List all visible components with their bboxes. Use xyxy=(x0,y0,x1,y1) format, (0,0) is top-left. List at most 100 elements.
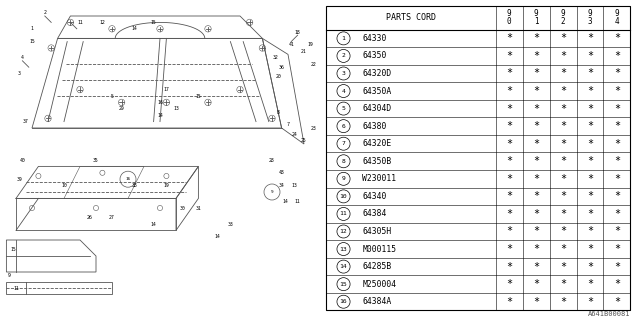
Text: *: * xyxy=(533,33,539,44)
Text: 15: 15 xyxy=(151,20,156,25)
Text: *: * xyxy=(587,86,593,96)
Text: W230011: W230011 xyxy=(362,174,396,183)
Text: 25: 25 xyxy=(301,138,307,143)
Text: *: * xyxy=(506,104,512,114)
Text: *: * xyxy=(533,244,539,254)
Text: *: * xyxy=(533,279,539,289)
Text: 14: 14 xyxy=(340,264,348,269)
Text: 13: 13 xyxy=(292,183,297,188)
Text: 7: 7 xyxy=(342,141,346,146)
Text: 16: 16 xyxy=(157,100,163,105)
Text: 15: 15 xyxy=(10,247,15,252)
Text: 64350B: 64350B xyxy=(362,157,392,166)
Text: 10: 10 xyxy=(340,194,348,199)
Text: 64384: 64384 xyxy=(362,209,387,219)
Text: 14: 14 xyxy=(215,234,220,239)
Text: 9: 9 xyxy=(342,176,346,181)
Text: *: * xyxy=(506,209,512,219)
Text: 64304D: 64304D xyxy=(362,104,392,113)
Text: 9
0: 9 0 xyxy=(507,10,511,27)
Text: PARTS CORD: PARTS CORD xyxy=(386,13,436,22)
Text: *: * xyxy=(560,209,566,219)
Text: *: * xyxy=(614,121,620,131)
Text: *: * xyxy=(506,297,512,307)
Text: 41: 41 xyxy=(289,42,294,47)
Text: *: * xyxy=(533,121,539,131)
Text: *: * xyxy=(533,262,539,272)
Text: *: * xyxy=(587,156,593,166)
Text: *: * xyxy=(533,156,539,166)
Text: 35: 35 xyxy=(93,157,99,163)
Text: 38: 38 xyxy=(132,183,137,188)
Text: 5: 5 xyxy=(111,93,113,99)
Text: 9: 9 xyxy=(8,273,11,278)
Text: 64340: 64340 xyxy=(362,192,387,201)
Text: *: * xyxy=(614,244,620,254)
Text: *: * xyxy=(506,51,512,61)
Text: *: * xyxy=(614,174,620,184)
Text: 36: 36 xyxy=(279,65,284,70)
Text: *: * xyxy=(560,279,566,289)
Text: 11: 11 xyxy=(340,212,348,216)
Text: 23: 23 xyxy=(311,125,316,131)
Text: *: * xyxy=(506,139,512,149)
Text: 19: 19 xyxy=(164,183,169,188)
Text: 15: 15 xyxy=(196,93,201,99)
Text: *: * xyxy=(614,297,620,307)
Text: 33: 33 xyxy=(228,221,233,227)
Text: *: * xyxy=(614,227,620,236)
Text: *: * xyxy=(506,156,512,166)
Text: 3: 3 xyxy=(18,71,20,76)
Text: 14: 14 xyxy=(282,199,287,204)
Text: 11: 11 xyxy=(13,285,19,291)
Text: 64350A: 64350A xyxy=(362,86,392,96)
Text: *: * xyxy=(533,297,539,307)
Text: 26: 26 xyxy=(87,215,92,220)
Text: *: * xyxy=(506,33,512,44)
Text: *: * xyxy=(587,104,593,114)
Text: *: * xyxy=(614,262,620,272)
Text: 5: 5 xyxy=(342,106,346,111)
Text: *: * xyxy=(533,68,539,78)
Text: *: * xyxy=(506,244,512,254)
Text: *: * xyxy=(614,33,620,44)
Text: *: * xyxy=(506,121,512,131)
Text: *: * xyxy=(533,51,539,61)
Text: 20: 20 xyxy=(276,74,281,79)
Text: *: * xyxy=(560,51,566,61)
Text: *: * xyxy=(533,227,539,236)
Text: *: * xyxy=(587,139,593,149)
Text: *: * xyxy=(614,51,620,61)
Text: *: * xyxy=(614,191,620,201)
Text: 16: 16 xyxy=(125,177,131,181)
Text: 27: 27 xyxy=(109,215,115,220)
Text: 30: 30 xyxy=(180,205,185,211)
Text: *: * xyxy=(506,68,512,78)
Text: *: * xyxy=(560,86,566,96)
Text: 28: 28 xyxy=(269,157,275,163)
Text: 22: 22 xyxy=(311,61,316,67)
Text: 9
4: 9 4 xyxy=(614,10,620,27)
Text: 2: 2 xyxy=(44,10,46,15)
Text: *: * xyxy=(614,68,620,78)
Text: *: * xyxy=(587,244,593,254)
Text: *: * xyxy=(560,227,566,236)
Text: 8: 8 xyxy=(342,159,346,164)
Text: 32: 32 xyxy=(273,55,278,60)
Text: *: * xyxy=(533,139,539,149)
Text: *: * xyxy=(506,262,512,272)
Text: *: * xyxy=(506,174,512,184)
Text: *: * xyxy=(533,174,539,184)
Text: *: * xyxy=(614,86,620,96)
Text: 29: 29 xyxy=(119,106,124,111)
Text: 10: 10 xyxy=(61,183,67,188)
Text: M000115: M000115 xyxy=(362,244,396,253)
Text: *: * xyxy=(587,51,593,61)
Text: *: * xyxy=(533,104,539,114)
Text: 13: 13 xyxy=(173,106,179,111)
Text: 16: 16 xyxy=(340,299,348,304)
Text: 64320D: 64320D xyxy=(362,69,392,78)
Text: 3: 3 xyxy=(342,71,346,76)
Text: 64380: 64380 xyxy=(362,122,387,131)
Text: 39: 39 xyxy=(17,177,22,182)
